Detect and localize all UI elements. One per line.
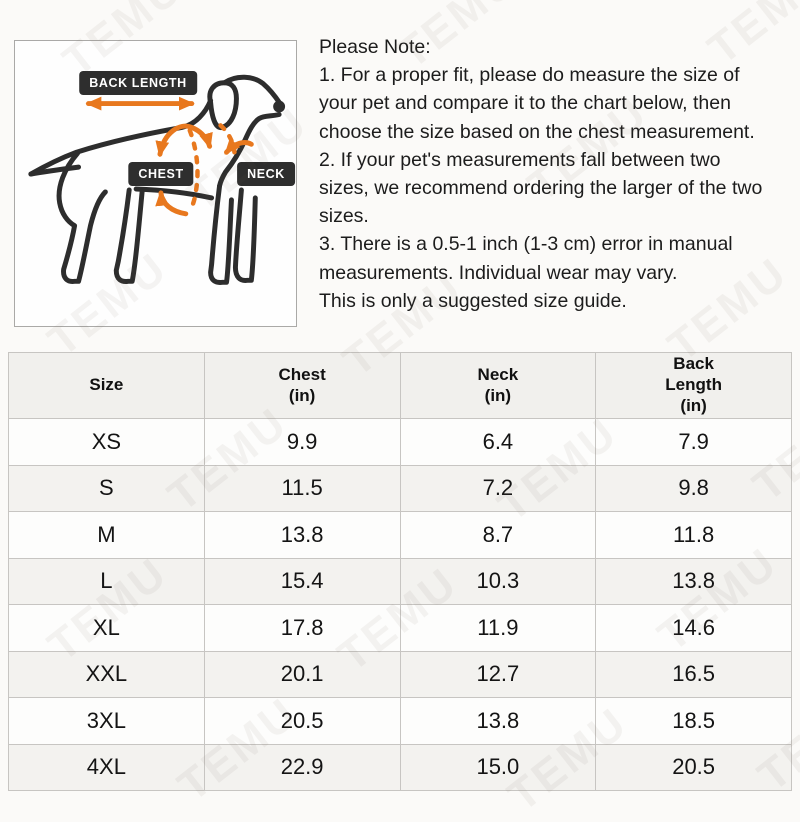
back-length-cell: 13.8 [595, 557, 792, 605]
header-cell-size: Size [8, 352, 205, 419]
chest-cell: 9.9 [203, 418, 401, 466]
note-line-3: choose the size based on the chest measu… [319, 120, 755, 143]
note-line-4: 2. If your pet's measurements fall betwe… [319, 148, 721, 171]
chest-badge: CHEST [128, 162, 194, 186]
size-cell: M [8, 511, 205, 559]
neck-badge: NECK [237, 162, 295, 186]
size-cell: 4XL [8, 743, 205, 791]
back-length-cell: 14.6 [595, 604, 792, 652]
size-chart-table: Size Chest (in) Neck (in) Back Length (i… [8, 352, 792, 791]
back-length-cell: 16.5 [595, 650, 792, 698]
chest-cell: 20.1 [203, 650, 401, 698]
chest-cell: 17.8 [203, 604, 401, 652]
dog-illustration [28, 74, 286, 285]
neck-cell: 12.7 [399, 650, 597, 698]
table-row: M 13.8 8.7 11.8 [8, 511, 792, 559]
chest-cell: 13.8 [203, 511, 401, 559]
note-line-6: sizes. [319, 205, 369, 228]
table-row: L 15.4 10.3 13.8 [8, 557, 792, 605]
header-cell-neck: Neck (in) [399, 352, 597, 419]
back-length-cell: 20.5 [595, 743, 792, 791]
chest-measure-arrows [155, 123, 213, 217]
neck-cell: 6.4 [399, 418, 597, 466]
header-cell-back-length: Back Length (in) [595, 352, 792, 419]
back-length-cell: 9.8 [595, 464, 792, 512]
back-length-cell: 18.5 [595, 697, 792, 745]
back-length-cell: 11.8 [595, 511, 792, 559]
size-cell: L [8, 557, 205, 605]
size-cell: S [8, 464, 205, 512]
note-line-8: measurements. Individual wear may vary. [319, 261, 678, 284]
header-cell-chest: Chest (in) [203, 352, 401, 419]
note-line-1: 1. For a proper fit, please do measure t… [319, 64, 740, 87]
neck-measure-arrows [218, 123, 254, 155]
table-row: 3XL 20.5 13.8 18.5 [8, 697, 792, 745]
chest-cell: 22.9 [203, 743, 401, 791]
back-length-cell: 7.9 [595, 418, 792, 466]
neck-cell: 8.7 [399, 511, 597, 559]
neck-cell: 11.9 [399, 604, 597, 652]
chest-cell: 20.5 [203, 697, 401, 745]
note-line-9: This is only a suggested size guide. [319, 289, 627, 312]
size-cell: 3XL [8, 697, 205, 745]
size-cell: XS [8, 418, 205, 466]
dog-measurement-diagram: BACK LENGTH CHEST NECK [14, 40, 297, 327]
dog-outline [28, 74, 286, 285]
note-line-7: 3. There is a 0.5-1 inch (1-3 cm) error … [319, 233, 733, 256]
back-length-badge: BACK LENGTH [79, 71, 197, 95]
table-row: XL 17.8 11.9 14.6 [8, 604, 792, 652]
neck-cell: 15.0 [399, 743, 597, 791]
note-line-5: sizes, we recommend ordering the larger … [319, 177, 763, 200]
note-line-2: your pet and compare it to the chart bel… [319, 92, 731, 115]
table-row: XXL 20.1 12.7 16.5 [8, 650, 792, 698]
neck-cell: 7.2 [399, 464, 597, 512]
table-row: 4XL 22.9 15.0 20.5 [8, 743, 792, 791]
chest-cell: 15.4 [203, 557, 401, 605]
size-guide-page: BACK LENGTH CHEST NECK Please Note: 1. F… [8, 0, 800, 821]
size-cell: XXL [8, 650, 205, 698]
neck-cell: 10.3 [399, 557, 597, 605]
note-block: Please Note: 1. For a proper fit, please… [319, 33, 797, 315]
note-title: Please Note: [319, 36, 431, 58]
size-cell: XL [8, 604, 205, 652]
table-row: XS 9.9 6.4 7.9 [8, 418, 792, 466]
table-row: S 11.5 7.2 9.8 [8, 464, 792, 512]
chest-cell: 11.5 [203, 464, 401, 512]
neck-cell: 13.8 [399, 697, 597, 745]
table-header-row: Size Chest (in) Neck (in) Back Length (i… [8, 352, 792, 419]
